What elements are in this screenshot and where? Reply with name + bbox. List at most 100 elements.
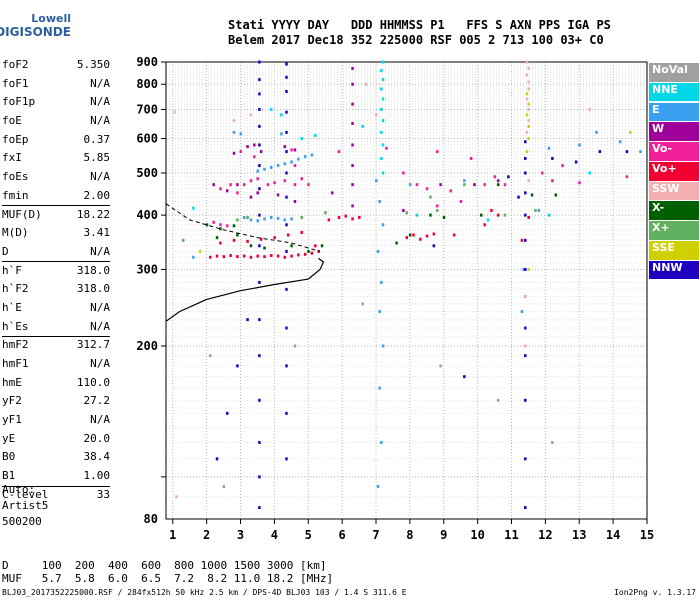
echo-point — [380, 107, 383, 111]
echo-point — [376, 249, 380, 253]
x-tick-label: 14 — [606, 528, 620, 542]
echo-point — [249, 195, 253, 199]
echo-point — [524, 238, 527, 242]
echo-point — [181, 238, 185, 242]
echo-point — [229, 183, 232, 187]
echo-point — [483, 223, 486, 227]
echo-point — [496, 213, 500, 217]
echo-point — [337, 215, 341, 219]
echo-point — [300, 137, 303, 141]
echo-point — [258, 475, 261, 479]
echo-point — [381, 119, 385, 123]
echo-point — [256, 191, 259, 195]
param-value: N/A — [90, 95, 110, 109]
echo-point — [310, 153, 314, 157]
legend-item: SSW — [649, 181, 699, 201]
echo-point — [432, 244, 436, 248]
echo-point — [375, 179, 378, 183]
footer-version: Ion2Png v. 1.3.17 — [614, 588, 696, 597]
x-tick-label: 12 — [538, 528, 552, 542]
echo-point — [285, 195, 288, 199]
echo-point — [351, 66, 354, 70]
param-row: foEp 0.37 — [2, 131, 110, 150]
echo-point — [380, 130, 383, 134]
echo-point — [449, 189, 453, 193]
legend-item: W — [649, 122, 699, 141]
echo-point — [225, 189, 229, 193]
param-value: N/A — [90, 413, 110, 427]
echo-point — [429, 213, 432, 217]
echo-point — [246, 145, 249, 149]
echo-point — [212, 183, 215, 187]
echo-point — [192, 255, 195, 259]
param-row: D N/A — [2, 243, 110, 262]
echo-point — [270, 165, 273, 169]
plot-frame — [165, 61, 648, 520]
echo-point — [503, 213, 507, 217]
echo-point — [522, 267, 525, 271]
echo-point — [249, 179, 253, 183]
echo-point — [293, 164, 297, 168]
param-label: yF2 — [2, 394, 22, 408]
electron-density-profile — [165, 257, 325, 322]
echo-point — [525, 60, 529, 64]
echo-point — [524, 506, 527, 510]
echo-point — [285, 249, 288, 253]
echo-point — [300, 215, 303, 219]
echo-point — [561, 164, 564, 168]
echo-point — [524, 294, 527, 298]
echo-point — [351, 102, 354, 106]
echo-point — [381, 171, 385, 175]
echo-point — [503, 183, 507, 187]
x-tick-label: 10 — [470, 528, 484, 542]
echo-point — [395, 241, 398, 245]
echo-point — [239, 132, 243, 136]
echo-point — [629, 130, 632, 134]
param-label: foEp — [2, 132, 29, 146]
param-separator — [2, 336, 110, 337]
echo-point — [258, 318, 261, 322]
echo-point — [527, 66, 530, 70]
echo-point — [435, 204, 439, 208]
echo-point — [232, 151, 236, 155]
echo-point — [303, 252, 307, 256]
param-value: N/A — [90, 76, 110, 90]
echo-point — [273, 236, 276, 240]
y-tick-label: 400 — [136, 208, 158, 222]
echo-point — [232, 238, 236, 242]
echo-point — [225, 224, 229, 228]
echo-point — [524, 326, 527, 330]
echo-point — [483, 183, 486, 187]
echo-point — [524, 156, 527, 160]
echo-point — [314, 133, 317, 137]
echo-point — [310, 251, 314, 255]
param-row: foF2 5.350 — [2, 56, 110, 75]
echo-point — [527, 102, 530, 106]
y-tick-label: 900 — [136, 55, 158, 69]
param-label: yE — [2, 431, 16, 445]
echo-point — [285, 457, 288, 461]
echo-point — [496, 179, 500, 183]
echo-point — [290, 254, 293, 258]
echo-point — [375, 113, 378, 117]
echo-point — [276, 216, 280, 220]
echo-point — [473, 183, 476, 187]
echo-point — [314, 244, 317, 248]
echo-point — [236, 191, 239, 195]
echo-point — [324, 211, 327, 215]
echo-point — [520, 310, 524, 314]
param-row: foEs N/A — [2, 168, 110, 187]
legend-item: X+ — [649, 221, 699, 240]
echo-point — [527, 179, 530, 183]
header-row2: Belem 2017 Dec18 352 225000 RSF 005 2 71… — [228, 33, 604, 47]
echo-point — [283, 162, 287, 166]
param-label: M(D) — [2, 226, 29, 240]
echo-point — [588, 171, 591, 175]
echo-point — [337, 150, 341, 154]
echo-point — [232, 119, 236, 123]
echo-point — [285, 62, 288, 66]
echo-point — [300, 230, 303, 234]
echo-point — [527, 215, 530, 219]
echo-point — [285, 130, 288, 134]
